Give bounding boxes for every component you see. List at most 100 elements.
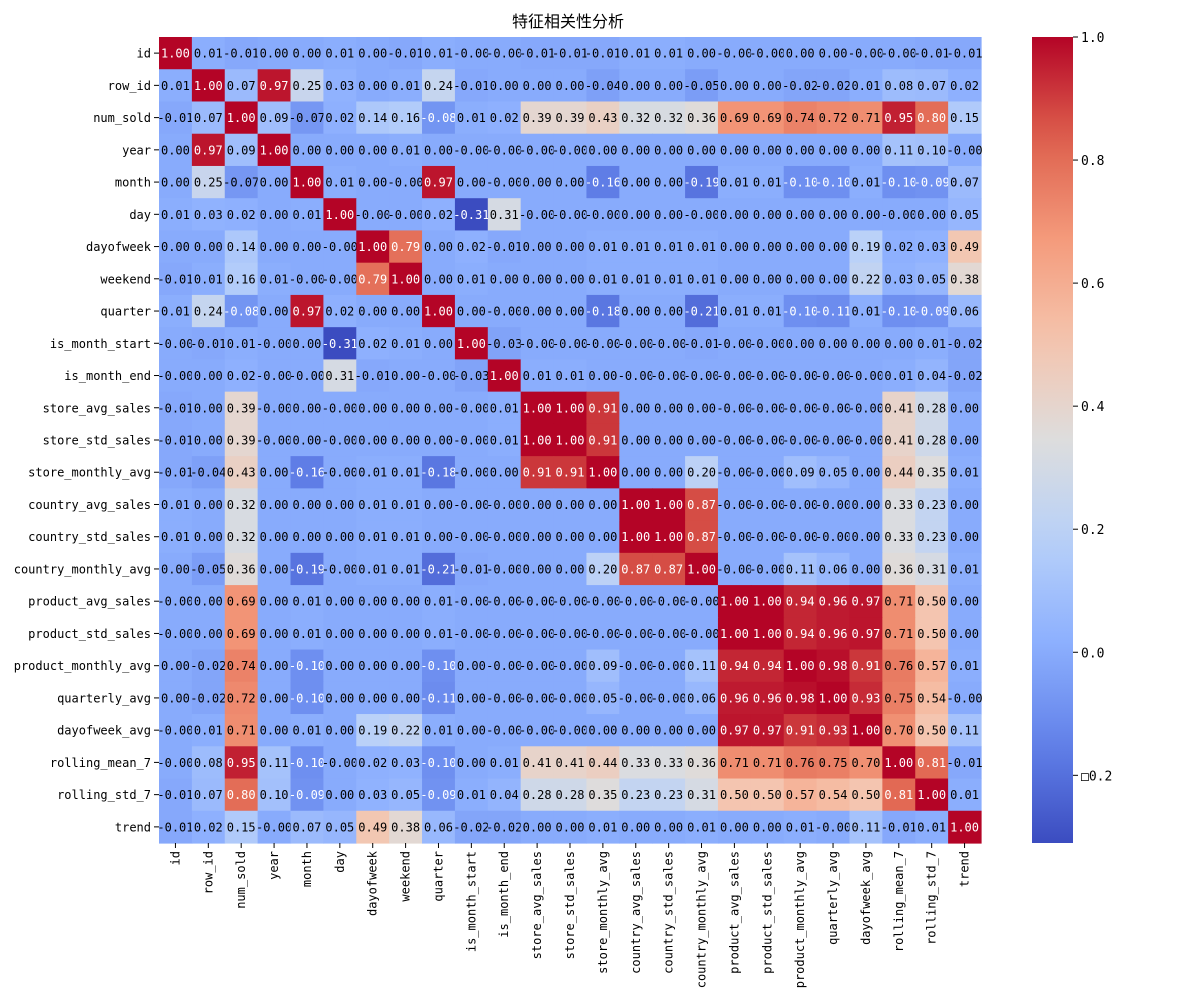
heatmap-cell (224, 37, 259, 70)
heatmap-cell (487, 488, 522, 522)
cell-value-label: 0.00 (293, 337, 322, 351)
cell-value-label: 0.43 (588, 111, 617, 125)
cell-value-label: 0.01 (457, 272, 486, 286)
x-tick-label: num_sold (234, 851, 248, 909)
heatmap-cell (619, 198, 653, 232)
cell-value-label: 0.39 (523, 111, 552, 125)
cell-value-label: 1.00 (424, 305, 453, 319)
cell-value-label: 0.28 (556, 788, 585, 802)
cell-value-label: 0.00 (621, 724, 650, 738)
heatmap-cell (553, 391, 588, 425)
heatmap-cell (191, 230, 226, 264)
cell-value-label: 0.80 (917, 111, 946, 125)
cell-value-label: 1.00 (851, 724, 880, 738)
cell-value-label: 0.01 (161, 305, 190, 319)
heatmap-cell (586, 746, 620, 780)
cell-value-label: -0.00 (651, 369, 687, 383)
heatmap-cell (882, 133, 916, 167)
heatmap-cell (849, 714, 883, 747)
cell-value-label: -0.07 (223, 176, 259, 190)
cell-value-label: 0.91 (588, 401, 617, 415)
cell-value-label: 0.96 (819, 595, 848, 609)
cell-value-label: 1.00 (227, 111, 256, 125)
cell-value-label: 1.00 (753, 595, 782, 609)
heatmap-cell (356, 294, 390, 328)
cell-value-label: 0.11 (884, 143, 913, 157)
cell-value-label: -0.00 (815, 401, 851, 415)
heatmap-cell (454, 423, 489, 457)
cell-value-label: 0.23 (654, 788, 683, 802)
cell-value-label: 0.00 (358, 595, 387, 609)
heatmap-cell (422, 37, 456, 70)
cell-value-label: 0.15 (227, 820, 256, 834)
cell-value-label: 0.44 (884, 466, 913, 480)
cell-value-label: 0.05 (588, 691, 617, 705)
heatmap-cell (290, 230, 324, 264)
cell-value-label: -0.00 (519, 691, 555, 705)
heatmap-cell (389, 198, 423, 232)
cell-value-label: 0.01 (950, 788, 979, 802)
cell-value-label: -0.00 (388, 176, 424, 190)
heatmap-cell (159, 585, 193, 618)
heatmap-cell (652, 617, 686, 651)
heatmap-cell (224, 423, 259, 457)
heatmap-cell (422, 133, 456, 167)
cell-value-label: -0.00 (453, 466, 489, 480)
heatmap-cell (783, 69, 818, 103)
cell-value-label: 0.72 (227, 691, 256, 705)
heatmap-cell (685, 456, 719, 489)
heatmap-cell (619, 585, 653, 618)
cell-value-label: 0.00 (654, 724, 683, 738)
cell-value-label: -0.00 (486, 627, 522, 641)
heatmap-cell (290, 456, 324, 489)
cell-value-label: -0.31 (322, 337, 358, 351)
cell-value-label: 0.01 (391, 143, 420, 157)
cell-value-label: 0.97 (720, 724, 749, 738)
cell-value-label: 1.00 (161, 47, 190, 61)
heatmap-cell (816, 778, 851, 812)
cell-value-label: -0.00 (157, 337, 193, 351)
cell-value-label: 0.00 (621, 208, 650, 222)
x-tick-label: id (168, 851, 182, 865)
x-tick-label: is_month_start (464, 851, 478, 952)
heatmap-cell (717, 617, 752, 651)
heatmap-cell (389, 133, 423, 167)
heatmap-cell (487, 617, 522, 651)
heatmap-cell (454, 585, 489, 618)
cell-value-label: 0.01 (523, 369, 552, 383)
heatmap-cell (553, 746, 588, 780)
heatmap-cell (487, 552, 522, 586)
cell-value-label: 1.00 (621, 498, 650, 512)
cell-value-label: -0.00 (552, 337, 588, 351)
heatmap-cell (586, 423, 620, 457)
heatmap-cell (652, 488, 686, 522)
cell-value-label: -0.02 (946, 369, 982, 383)
heatmap-cell (356, 585, 390, 618)
cell-value-label: -0.00 (486, 724, 522, 738)
heatmap-cell (454, 488, 489, 522)
cell-value-label: 0.01 (621, 47, 650, 61)
cell-value-label: 0.00 (358, 79, 387, 93)
heatmap-cell (586, 714, 620, 747)
heatmap-cell (454, 262, 489, 296)
cell-value-label: -0.11 (815, 305, 851, 319)
heatmap-cell (191, 714, 226, 747)
cell-value-label: 0.00 (457, 176, 486, 190)
heatmap-cell (685, 294, 719, 328)
cell-value-label: 0.36 (227, 562, 256, 576)
cell-value-label: 0.00 (720, 79, 749, 93)
cell-value-label: 0.01 (490, 756, 519, 770)
cell-value-label: -0.00 (388, 208, 424, 222)
heatmap-cell (619, 262, 653, 296)
cell-value-label: 0.00 (325, 691, 354, 705)
cell-value-label: -0.00 (322, 272, 358, 286)
heatmap-cell (454, 391, 489, 425)
cell-value-label: -0.00 (716, 47, 752, 61)
x-tick-label: rolling_mean_7 (892, 851, 906, 952)
cell-value-label: 1.00 (819, 691, 848, 705)
heatmap-cell (389, 391, 423, 425)
cell-value-label: -0.02 (946, 337, 982, 351)
cell-value-label: -0.00 (716, 498, 752, 512)
heatmap-cell (750, 649, 785, 683)
heatmap-cell (159, 262, 193, 296)
